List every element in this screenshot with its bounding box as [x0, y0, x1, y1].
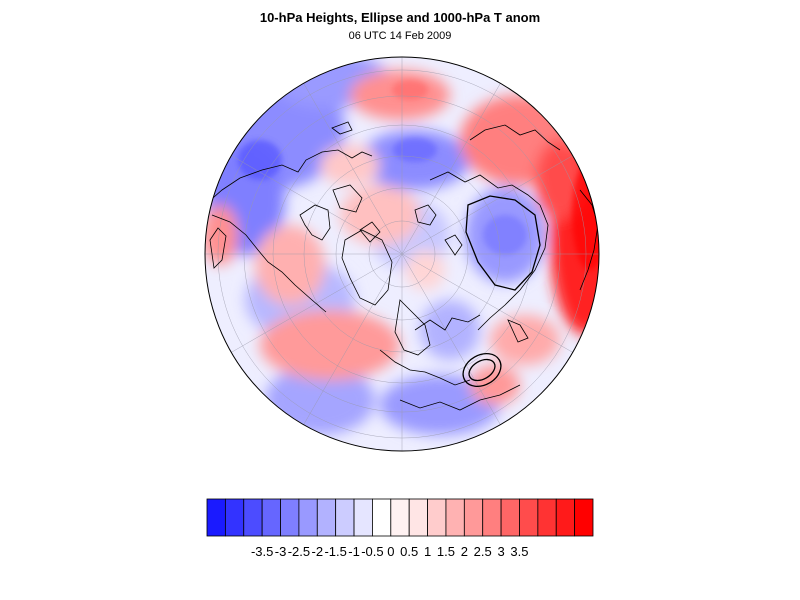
colorbar-tick-label: 3.5	[510, 544, 528, 559]
graticule	[205, 57, 599, 451]
colorbar-box	[408, 498, 428, 537]
chart-title: 10-hPa Heights, Ellipse and 1000-hPa T a…	[259, 10, 541, 25]
colorbar-box	[519, 498, 539, 537]
colorbar-tick-label: 0	[387, 544, 394, 559]
colorbar-box	[243, 498, 263, 537]
colorbar-tick-label: 0.5	[400, 544, 418, 559]
colorbar-tick-label: 1.5	[437, 544, 455, 559]
colorbar-box	[482, 498, 502, 537]
colorbar-tick-label: -3	[275, 544, 287, 559]
colorbar-tick-label: -1	[348, 544, 360, 559]
colorbar-boxes	[206, 498, 594, 537]
colorbar-tick-label: 3	[497, 544, 504, 559]
colorbar-box	[500, 498, 520, 537]
anomaly-field	[205, 57, 599, 451]
colorbar-box	[372, 498, 392, 537]
colorbar-labels: -3.5 -3 -2.5 -2 -1.5 -1 -0.5 0 0.5 1 1.5 2 2.5 3 3.5	[251, 544, 529, 559]
colorbar-tick-label: -1.5	[324, 544, 346, 559]
colorbar-box	[335, 498, 355, 537]
colorbar-tick-label: 2	[461, 544, 468, 559]
colorbar-tick-label: 2.5	[474, 544, 492, 559]
colorbar-box	[445, 498, 465, 537]
colorbar-box	[261, 498, 281, 537]
chart-subtitle: 06 UTC 14 Feb 2009	[348, 30, 452, 42]
colorbar-box	[280, 498, 300, 537]
colorbar-box	[224, 498, 245, 537]
coastlines	[205, 121, 599, 411]
colorbar-box	[298, 498, 318, 537]
colorbar-box	[206, 498, 226, 537]
colorbar-box	[390, 498, 410, 537]
colorbar-tick-label: -3.5	[251, 544, 273, 559]
colorbar-box	[537, 498, 557, 537]
colorbar-tick-label: -2	[312, 544, 324, 559]
globe-outline	[204, 56, 600, 452]
colorbar-box	[574, 498, 594, 537]
colorbar-tick-label: -2.5	[288, 544, 310, 559]
colorbar-box	[555, 498, 576, 537]
colorbar-tick-label: 1	[424, 544, 431, 559]
colorbar-tick-label: -0.5	[361, 544, 383, 559]
ellipse-contours	[462, 195, 541, 388]
colorbar-box	[316, 498, 337, 537]
colorbar-box	[427, 498, 447, 537]
colorbar-box	[463, 498, 484, 537]
colorbar-box	[353, 498, 373, 537]
